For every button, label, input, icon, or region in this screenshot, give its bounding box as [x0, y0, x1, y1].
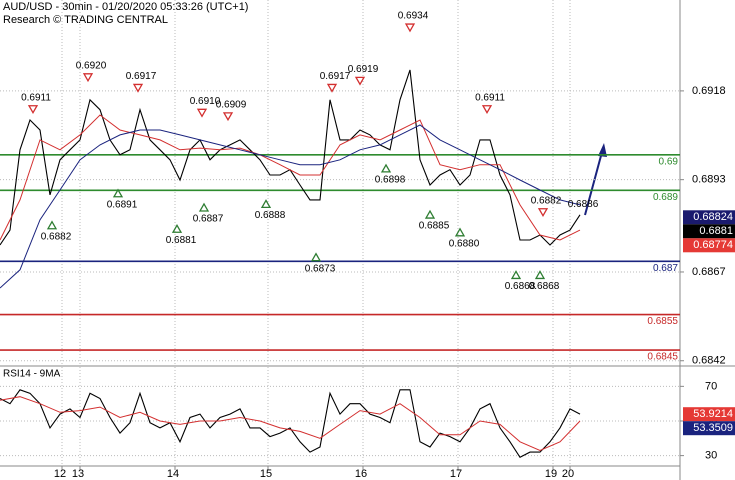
price-box — [683, 210, 735, 225]
trough-marker — [198, 202, 210, 212]
peak-marker — [404, 23, 416, 33]
peak-label: 0.6920 — [76, 60, 107, 71]
peak-marker — [27, 105, 39, 115]
trough-marker — [46, 220, 58, 230]
moving-average — [0, 396, 581, 451]
x-tick-label: 14 — [167, 468, 179, 480]
peak-label: 0.6909 — [216, 99, 247, 110]
x-tick-label: 16 — [355, 468, 367, 480]
trough-label: 0.6873 — [305, 263, 336, 274]
price-line — [0, 389, 581, 459]
peak-marker — [132, 83, 144, 93]
trough-label: 0.6882 — [41, 231, 72, 242]
trough-marker — [510, 270, 522, 280]
y-tick-label: 0.6893 — [692, 174, 726, 186]
chart-title: AUD/USD - 30min - 01/20/2020 05:33:26 (U… — [3, 1, 248, 13]
price-box-label: 0.68774 — [693, 239, 733, 251]
projection-arrow — [584, 143, 607, 216]
level-label: 0.687 — [653, 263, 678, 274]
y-tick-label: 70 — [705, 380, 717, 392]
peak-marker — [222, 112, 234, 122]
trough-label: 0.6887 — [193, 214, 224, 225]
level-label: 0.6855 — [647, 316, 678, 327]
x-tick-label: 13 — [72, 468, 84, 480]
peak-marker — [196, 108, 208, 118]
trough-marker — [112, 188, 124, 198]
moving-average — [0, 114, 581, 241]
peak-label: 0.6910 — [190, 96, 221, 107]
peak-label: 0.6917 — [126, 71, 157, 82]
peak-marker — [537, 208, 549, 218]
peak-label: 0.6882 — [531, 195, 562, 206]
level-label: 0.69 — [659, 156, 679, 167]
trough-label: 0.6898 — [375, 175, 406, 186]
y-tick-label: 0.6867 — [692, 266, 726, 278]
price-box — [683, 407, 735, 422]
x-tick-label: 12 — [54, 468, 66, 480]
trough-marker — [454, 227, 466, 237]
peak-label: 0.6917 — [320, 71, 351, 82]
price-box-label: 0.6881 — [699, 225, 733, 237]
trough-marker — [424, 209, 436, 219]
peak-label: 0.6919 — [348, 64, 379, 75]
trough-label: 0.6885 — [419, 221, 450, 232]
rsi-title: RSI14 - 9MA — [3, 369, 61, 380]
trough-label: 0.6868 — [529, 281, 560, 292]
level-label: 0.689 — [653, 192, 678, 203]
trough-marker — [310, 252, 322, 262]
trough-marker — [534, 270, 546, 280]
peak-marker — [82, 73, 94, 83]
price-box-label: 53.3509 — [693, 422, 733, 434]
price-box-label: 0.68824 — [693, 211, 733, 223]
x-tick-label: 19 — [545, 468, 557, 480]
price-box — [683, 238, 735, 253]
x-tick-label: 15 — [260, 468, 272, 480]
price-box — [683, 224, 735, 239]
annotation-label: 0.6886 — [568, 199, 599, 210]
trough-label: 0.6881 — [166, 235, 197, 246]
peak-label: 0.6911 — [475, 92, 505, 103]
y-tick-label: 0.6918 — [692, 85, 726, 97]
level-label: 0.6845 — [647, 352, 678, 363]
peak-label: 0.6911 — [21, 92, 51, 103]
y-tick-label: 0.6842 — [692, 355, 726, 367]
x-tick-label: 17 — [450, 468, 462, 480]
trough-marker — [171, 223, 183, 233]
trough-label: 0.6868 — [505, 281, 536, 292]
trough-marker — [260, 199, 272, 209]
y-tick-label: 30 — [705, 450, 717, 462]
peak-marker — [354, 76, 366, 86]
peak-marker — [481, 105, 493, 115]
price-box — [683, 421, 735, 436]
x-tick-label: 20 — [562, 468, 574, 480]
trough-label: 0.6888 — [255, 210, 286, 221]
moving-average — [0, 124, 581, 289]
chart-subtitle: Research © TRADING CENTRAL — [3, 14, 168, 26]
peak-label: 0.6934 — [398, 11, 429, 22]
peak-marker — [326, 83, 338, 93]
price-box-label: 53.9214 — [693, 408, 733, 420]
trough-label: 0.6880 — [449, 238, 480, 249]
trough-marker — [380, 163, 392, 173]
trough-label: 0.6891 — [107, 199, 138, 210]
